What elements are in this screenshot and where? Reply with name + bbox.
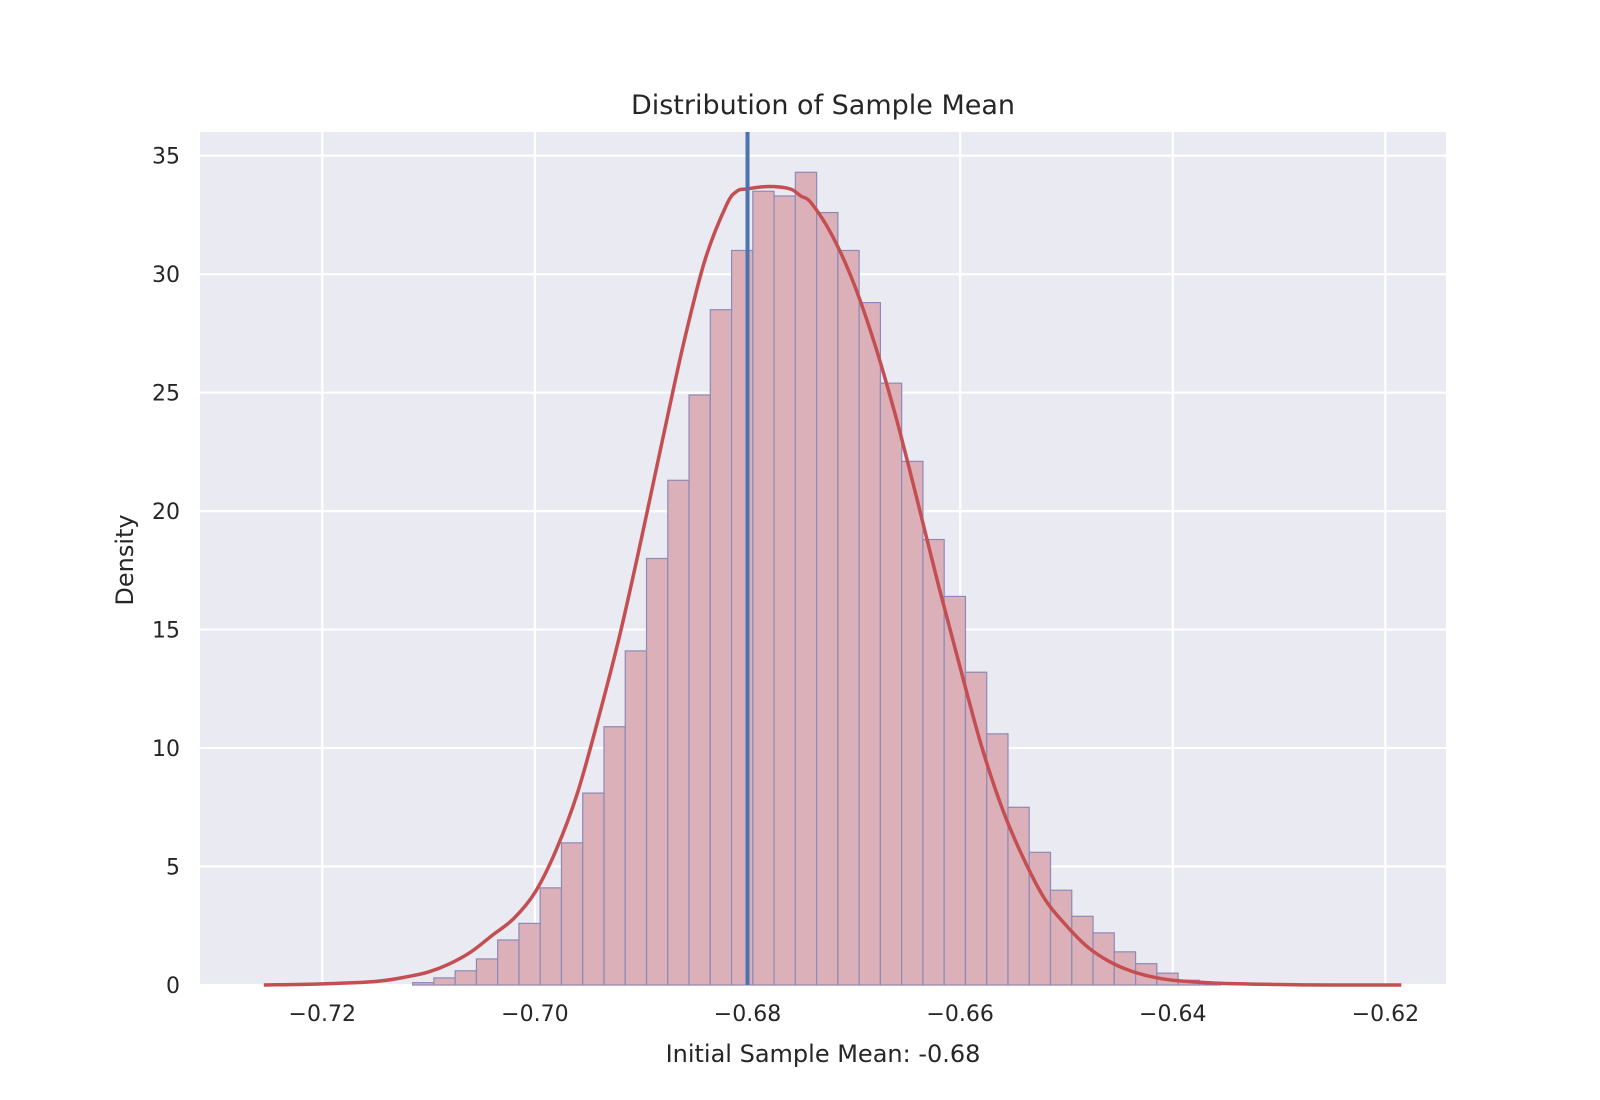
- x-axis-ticks: −0.72 −0.70 −0.68 −0.66 −0.64 −0.62: [289, 1002, 1420, 1027]
- histogram-bar: [667, 479, 690, 986]
- y-axis-ticks: 0 5 10 15 20 25 30 35: [152, 145, 180, 999]
- histogram-bar: [497, 939, 520, 986]
- histogram-bar: [816, 211, 839, 986]
- histogram-bar: [475, 958, 499, 986]
- histogram-bar: [645, 557, 669, 986]
- histogram-bar: [433, 977, 456, 986]
- y-tick-label: 0: [166, 974, 180, 999]
- x-axis-label: Initial Sample Mean: -0.68: [666, 1040, 981, 1068]
- y-tick-label: 10: [152, 737, 180, 762]
- y-tick-label: 35: [152, 145, 180, 170]
- histogram-bar: [943, 595, 967, 986]
- x-tick-label: −0.70: [501, 1002, 568, 1027]
- x-tick-label: −0.64: [1139, 1002, 1206, 1027]
- y-tick-label: 5: [166, 856, 180, 881]
- histogram-bar: [603, 726, 626, 986]
- histogram-bar: [879, 382, 903, 986]
- histogram-bar: [730, 249, 754, 986]
- chart-title: Distribution of Sample Mean: [631, 90, 1015, 121]
- histogram-bar: [837, 249, 860, 986]
- x-tick-label: −0.62: [1352, 1002, 1419, 1027]
- y-tick-label: 25: [152, 382, 180, 407]
- x-tick-label: −0.72: [289, 1002, 356, 1027]
- histogram-bar: [858, 302, 882, 986]
- histogram-bar: [454, 970, 478, 986]
- x-tick-label: −0.68: [714, 1002, 781, 1027]
- kde-curve: [263, 184, 1402, 987]
- y-tick-label: 20: [152, 500, 180, 525]
- histogram-bar: [518, 922, 541, 986]
- histogram-bar: [539, 887, 563, 986]
- y-tick-label: 15: [152, 619, 180, 644]
- y-axis-label: Density: [111, 514, 139, 605]
- histogram-bar: [901, 460, 924, 986]
- histogram-bar: [1049, 889, 1073, 986]
- histogram-bar: [794, 171, 818, 986]
- histogram-bar: [1028, 851, 1052, 986]
- kde-curve-layer: [263, 184, 1402, 987]
- histogram-bar: [922, 538, 945, 986]
- x-tick-label: −0.66: [926, 1002, 993, 1027]
- histogram-bar: [688, 394, 711, 986]
- histogram-bar: [709, 309, 733, 986]
- histogram-bar: [752, 190, 775, 986]
- histogram-bar: [773, 195, 796, 986]
- histogram-bar: [624, 650, 648, 986]
- histogram-bar: [582, 792, 605, 986]
- histogram-bar: [964, 671, 988, 986]
- histogram-bar: [560, 842, 584, 986]
- y-tick-label: 30: [152, 263, 180, 288]
- histogram-bar: [412, 982, 435, 986]
